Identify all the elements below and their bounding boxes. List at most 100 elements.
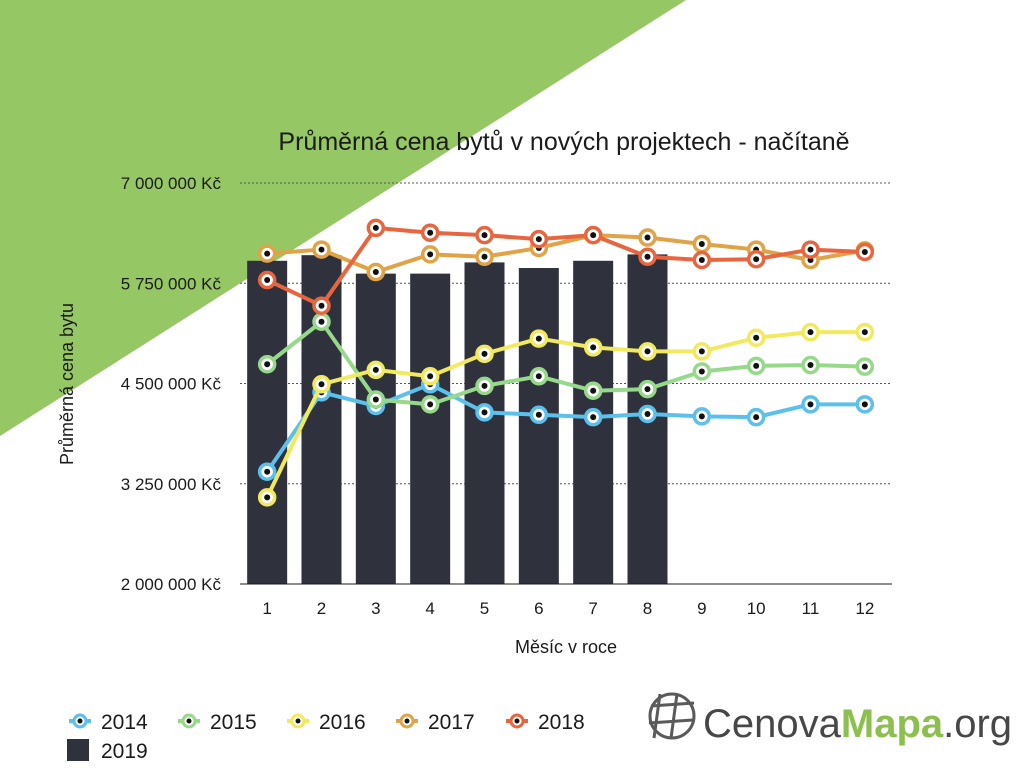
bars-2019: [247, 254, 668, 585]
y-tick-label: 3 250 000 Kč: [121, 475, 222, 494]
legend-label: 2014: [101, 711, 148, 734]
series-point-center: [481, 382, 488, 389]
series-point-center: [807, 329, 814, 336]
x-tick-label: 2: [317, 599, 326, 618]
x-tick-label: 9: [697, 599, 706, 618]
series-point-center: [807, 246, 814, 253]
legend-point-center: [295, 718, 301, 724]
series-point-center: [698, 368, 705, 375]
series-point-center: [861, 329, 868, 336]
series-point-center: [590, 387, 597, 394]
series-point-center: [264, 468, 271, 475]
y-tick-labels: 2 000 000 Kč 3 250 000 Kč 4 500 000 Kč 5 75…: [121, 174, 222, 594]
series-point-center: [590, 414, 597, 421]
bar: [410, 273, 451, 584]
series-point-center: [698, 348, 705, 355]
x-tick-label: 6: [534, 599, 543, 618]
series-point-center: [427, 401, 434, 408]
series-point-center: [753, 362, 760, 369]
series-point-center: [861, 401, 868, 408]
bar: [355, 273, 396, 584]
x-tick-label: 5: [480, 599, 489, 618]
y-tick-label: 4 500 000 Kč: [121, 375, 222, 394]
logo-text: CenovaMapa.org: [703, 702, 1012, 746]
bar: [464, 262, 505, 584]
series-point-center: [318, 381, 325, 388]
series-point-center: [644, 410, 651, 417]
series-point-center: [590, 232, 597, 239]
series-point-center: [318, 318, 325, 325]
series-point-center: [698, 240, 705, 247]
x-tick-label: 10: [747, 599, 766, 618]
bar: [247, 260, 288, 584]
y-tick-label: 7 000 000 Kč: [121, 174, 222, 193]
series-point-center: [427, 373, 434, 380]
legend-label: 2016: [319, 711, 366, 734]
x-tick-labels: 1 2 3 4 5 6 7 8 9 10 11 12: [262, 599, 874, 618]
y-axis-label: Průměrná cena bytu: [57, 303, 77, 465]
x-tick-label: 8: [643, 599, 652, 618]
series-point-center: [481, 232, 488, 239]
series-point-center: [753, 256, 760, 263]
legend-point-center: [186, 718, 192, 724]
series-point-center: [644, 386, 651, 393]
series-point-center: [427, 251, 434, 258]
series-point-center: [372, 224, 379, 231]
series-point-center: [753, 414, 760, 421]
series-point-center: [753, 334, 760, 341]
y-tick-label: 5 750 000 Kč: [121, 274, 222, 293]
series-line: [265, 382, 865, 473]
series-point-center: [644, 253, 651, 260]
series-point-center: [861, 248, 868, 255]
series-point-center: [264, 277, 271, 284]
series-point-center: [427, 229, 434, 236]
bar: [518, 268, 559, 584]
series-point-center: [861, 363, 868, 370]
series-point-center: [535, 411, 542, 418]
chart-title: Průměrná cena bytů v nových projektech -…: [278, 128, 849, 156]
series-point-center: [318, 302, 325, 309]
globe-grid-icon: [648, 692, 696, 740]
series-point-center: [698, 413, 705, 420]
x-tick-label: 4: [425, 599, 434, 618]
series-point-center: [644, 348, 651, 355]
series-point-center: [698, 256, 705, 263]
x-tick-label: 3: [371, 599, 380, 618]
x-tick-label: 12: [855, 599, 874, 618]
legend-label: 2017: [428, 711, 475, 734]
line-series: [257, 218, 875, 507]
x-tick-label: 1: [262, 599, 271, 618]
series-point-center: [264, 494, 271, 501]
x-tick-label: 7: [588, 599, 597, 618]
legend-label: 2019: [101, 740, 148, 763]
x-tick-label: 11: [802, 599, 820, 618]
series-point-center: [644, 234, 651, 241]
legend: 2014 2015 2016 2017 2018 2019: [67, 711, 585, 763]
series-point-center: [264, 250, 271, 257]
legend-point-center: [404, 718, 410, 724]
series-point-center: [481, 409, 488, 416]
series-point-center: [318, 246, 325, 253]
legend-point-center: [514, 718, 520, 724]
legend-label: 2015: [210, 711, 257, 734]
series-point-center: [807, 362, 814, 369]
legend-label: 2018: [538, 711, 585, 734]
background-triangle: [0, 0, 686, 436]
series-point-center: [807, 401, 814, 408]
cenovamapa-logo: CenovaMapa.org: [648, 692, 1012, 746]
legend-bar-marker: [67, 739, 89, 761]
x-axis-label: Měsíc v roce: [515, 637, 617, 657]
legend-point-center: [77, 718, 83, 724]
series-point-center: [264, 361, 271, 368]
series-point-center: [372, 269, 379, 276]
series-point-center: [481, 253, 488, 260]
series-point-center: [481, 350, 488, 357]
series-point-center: [535, 236, 542, 243]
series-point-center: [535, 335, 542, 342]
series-point-center: [372, 366, 379, 373]
series-point-center: [372, 396, 379, 403]
series-point-center: [590, 344, 597, 351]
y-tick-label: 2 000 000 Kč: [121, 575, 222, 594]
series-point-center: [535, 373, 542, 380]
